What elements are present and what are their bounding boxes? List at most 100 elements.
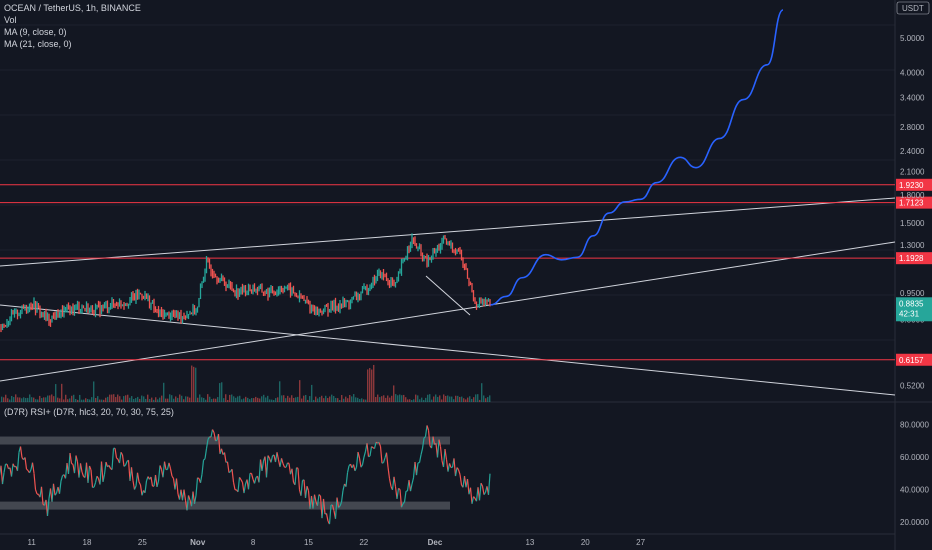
rsi-segment: [136, 472, 140, 482]
level-badge: [896, 353, 932, 366]
volume-bar: [7, 398, 9, 402]
rsi-segment: [318, 494, 321, 497]
volume-bar: [459, 396, 461, 402]
rsi-segment: [52, 483, 56, 496]
volume-bar: [101, 399, 103, 402]
trendline: [0, 241, 896, 382]
horizontal-levels[interactable]: 1.9230 1.7123 1.1928 0.6157: [0, 178, 932, 366]
volume-bar: [95, 397, 97, 402]
rsi-legend: (D7R) RSI+ (D7R, hlc3, 20, 70, 30, 75, 2…: [4, 406, 174, 418]
volume-bar: [271, 399, 273, 402]
volume-bar: [245, 396, 247, 402]
rsi-segment: [0, 465, 4, 485]
rsi-segment: [183, 489, 187, 501]
rsi-segment: [40, 486, 44, 505]
volume-bar: [275, 398, 277, 402]
volume-bar: [9, 399, 11, 402]
volume-bar: [119, 396, 121, 402]
volume-bar: [77, 399, 79, 402]
rsi-segment: [102, 474, 106, 482]
volume-bar: [199, 394, 201, 402]
rsi-segment: [345, 472, 349, 487]
volume-bar: [223, 398, 225, 402]
volume-bar: [353, 394, 355, 402]
volume-bar: [333, 395, 335, 402]
rsi-segment: [373, 442, 377, 449]
volume-bar: [47, 395, 49, 402]
rsi-segment: [393, 476, 397, 487]
rsi-segment: [342, 483, 346, 491]
rsi-segment: [307, 490, 311, 509]
rsi-segment: [483, 491, 487, 496]
rsi-segment: [250, 473, 254, 480]
rsi-segment: [358, 457, 362, 468]
rsi-segment: [220, 448, 224, 455]
price-tick-label: 5.0000: [900, 34, 925, 43]
rsi-segment: [399, 489, 403, 508]
volume-bar: [309, 396, 311, 402]
rsi-segment: [415, 462, 419, 476]
volume-bar: [155, 397, 157, 402]
current-price-label: 0.8835: [899, 299, 924, 308]
trendlines[interactable]: [0, 197, 896, 396]
rsi-segment: [382, 457, 386, 463]
volume-bar: [359, 399, 361, 402]
volume-bar: [55, 384, 57, 402]
indicator-volume[interactable]: Vol: [4, 15, 17, 25]
level-badge-label: 0.6157: [899, 356, 924, 365]
volume-bar: [85, 398, 87, 402]
rsi-segment: [94, 476, 98, 483]
rsi-segment: [381, 462, 384, 464]
rsi-segment: [340, 490, 344, 503]
rsi-segment: [294, 467, 298, 485]
volume-bars: [1, 364, 491, 402]
volume-bar: [105, 397, 107, 402]
rsi-segment: [409, 483, 413, 492]
volume-bar: [147, 394, 149, 402]
volume-bar: [379, 397, 381, 402]
rsi-segment: [338, 505, 341, 508]
volume-bar: [5, 394, 7, 402]
symbol-title[interactable]: OCEAN / TetherUS, 1h, BINANCE: [4, 3, 141, 13]
rsi-title[interactable]: (D7R) RSI+ (D7R, hlc3, 20, 70, 30, 75, 2…: [4, 407, 174, 417]
volume-bar: [277, 397, 279, 402]
rsi-segment: [426, 425, 430, 431]
volume-bar: [261, 396, 263, 402]
rsi-segment: [139, 484, 143, 496]
rsi-segment: [459, 474, 463, 486]
volume-bar: [143, 396, 145, 402]
rsi-segment: [51, 483, 55, 502]
time-tick-label: 13: [525, 538, 534, 547]
rsi-segment: [368, 455, 371, 458]
rsi-segment: [197, 477, 200, 480]
volume-bar: [465, 399, 467, 402]
volume-bar: [455, 395, 457, 402]
rsi-band: [0, 436, 450, 445]
volume-bar: [65, 394, 67, 402]
volume-bar: [179, 394, 181, 402]
volume-bar: [349, 394, 351, 402]
rsi-segment: [312, 494, 316, 509]
volume-bar: [173, 398, 175, 402]
volume-bar: [453, 399, 455, 402]
rsi-segment: [186, 495, 190, 511]
rsi-segment: [75, 455, 79, 463]
volume-bar: [475, 394, 477, 402]
rsi-segment: [156, 480, 160, 488]
volume-bar: [227, 399, 229, 402]
volume-bar: [303, 395, 305, 402]
indicator-ma21[interactable]: MA (21, close, 0): [4, 39, 72, 49]
rsi-segment: [223, 452, 227, 463]
time-axis[interactable]: 11 18 25 Nov 8 15 22 Dec 13 20 27: [27, 538, 645, 547]
indicator-ma9[interactable]: MA (9, close, 0): [4, 27, 67, 37]
rsi-segment: [279, 458, 283, 467]
rsi-segment: [297, 468, 301, 490]
volume-bar: [129, 397, 131, 402]
rsi-segment: [436, 439, 440, 458]
rsi-segment: [379, 446, 383, 464]
price-axis[interactable]: 6.00005.00004.00003.40002.80002.40002.10…: [896, 1, 932, 391]
volume-bar: [423, 399, 425, 402]
volume-bar: [291, 395, 293, 402]
volume-bar: [369, 368, 371, 402]
